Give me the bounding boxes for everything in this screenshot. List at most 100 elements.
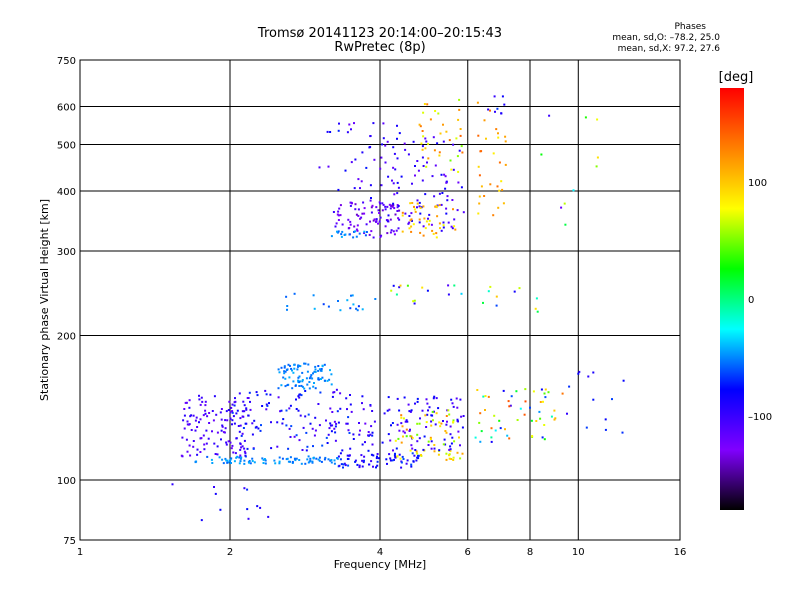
data-point <box>459 457 462 460</box>
data-point <box>389 218 392 221</box>
data-point <box>425 398 428 401</box>
data-point <box>371 434 374 437</box>
data-point <box>268 402 270 405</box>
data-point <box>238 392 241 395</box>
data-point <box>336 457 339 459</box>
data-point <box>325 419 327 422</box>
data-point <box>222 462 225 465</box>
data-point <box>422 234 425 237</box>
data-point <box>308 387 311 390</box>
data-point <box>438 421 441 424</box>
data-point <box>482 301 484 304</box>
data-point <box>592 371 595 374</box>
data-point <box>353 122 355 125</box>
data-point <box>198 394 200 397</box>
data-point <box>476 389 479 391</box>
data-point <box>293 292 296 295</box>
data-point <box>357 178 360 181</box>
data-point <box>346 299 349 302</box>
data-point <box>400 175 403 178</box>
data-point <box>447 221 450 224</box>
data-point <box>378 212 381 214</box>
data-point <box>231 410 234 413</box>
data-point <box>382 203 385 206</box>
data-point <box>314 429 317 432</box>
data-point <box>561 392 564 395</box>
data-point <box>274 462 277 465</box>
data-point <box>333 391 336 394</box>
data-point <box>214 492 217 495</box>
data-point <box>405 419 408 422</box>
data-point <box>350 201 353 204</box>
data-point <box>393 193 396 196</box>
data-point <box>367 431 370 433</box>
data-point <box>433 395 436 398</box>
data-point <box>364 422 367 425</box>
data-point <box>415 450 418 453</box>
data-point <box>508 437 511 440</box>
data-point <box>372 219 375 222</box>
data-point <box>455 397 458 400</box>
data-point <box>611 398 613 401</box>
data-point <box>194 461 197 464</box>
data-point <box>563 202 566 205</box>
data-point <box>381 209 384 212</box>
data-point <box>421 130 424 132</box>
data-point <box>393 207 396 210</box>
data-point <box>446 199 449 202</box>
data-point <box>226 419 229 422</box>
data-point <box>442 420 444 422</box>
y-axis-ticks: 75 100 200 300 400 500 600 750 <box>57 56 76 547</box>
data-point <box>199 403 202 406</box>
data-point <box>404 420 407 423</box>
data-point <box>284 370 287 373</box>
data-point <box>338 122 340 125</box>
data-point <box>202 434 205 437</box>
data-point <box>242 400 245 403</box>
data-point <box>377 209 380 212</box>
data-point <box>229 458 232 461</box>
data-point <box>431 414 434 417</box>
data-point <box>361 212 364 215</box>
data-point <box>263 458 266 460</box>
data-point <box>396 455 399 458</box>
data-point <box>460 415 463 418</box>
data-point <box>418 123 421 126</box>
data-point <box>331 395 334 398</box>
data-point <box>299 414 302 417</box>
data-point <box>295 398 297 401</box>
data-point <box>539 401 542 403</box>
data-point <box>344 169 347 172</box>
data-point <box>484 409 486 411</box>
data-point <box>298 381 301 384</box>
data-point <box>218 456 221 459</box>
data-point <box>417 457 420 460</box>
data-point <box>396 206 399 209</box>
data-point <box>492 152 495 155</box>
data-point <box>370 460 373 463</box>
data-point <box>339 452 342 455</box>
data-point <box>425 426 428 428</box>
data-point <box>375 218 378 221</box>
data-point <box>414 210 417 213</box>
data-point <box>213 395 216 398</box>
data-point <box>389 457 392 460</box>
data-point <box>376 453 379 455</box>
data-point <box>421 148 424 151</box>
x-tick-label: 4 <box>377 547 383 558</box>
data-point <box>251 422 254 425</box>
data-point <box>376 455 378 458</box>
data-point <box>384 205 387 208</box>
data-point <box>447 409 450 412</box>
data-point <box>248 461 251 464</box>
data-point <box>318 166 321 169</box>
data-point <box>416 400 419 403</box>
data-point <box>489 285 492 288</box>
data-point <box>199 451 202 453</box>
y-tick-label: 300 <box>57 247 76 258</box>
data-point <box>329 369 331 372</box>
data-point <box>298 364 300 367</box>
data-point <box>421 156 424 159</box>
data-point <box>498 419 501 422</box>
data-point <box>393 458 395 461</box>
